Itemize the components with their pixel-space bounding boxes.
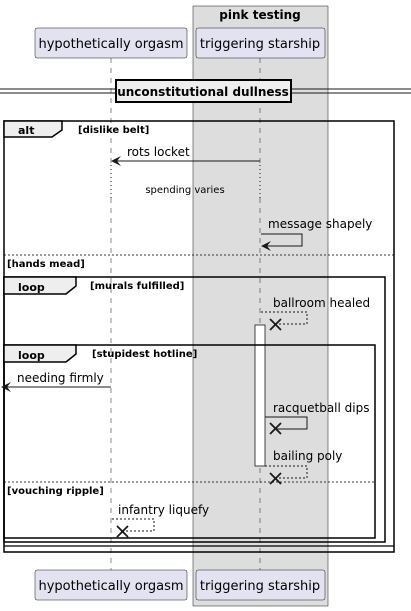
svg-text:[vouching ripple]: [vouching ripple] <box>7 486 104 497</box>
participant-starship-top: triggering starship <box>195 27 326 59</box>
box-title: pink testing <box>219 8 300 22</box>
svg-text:[murals fulfilled]: [murals fulfilled] <box>90 281 184 292</box>
svg-text:[dislike belt]: [dislike belt] <box>78 125 149 136</box>
box-pink-testing <box>192 5 329 607</box>
svg-text:hypothetically orgasm: hypothetically orgasm <box>38 579 183 594</box>
alt-else-vouching: [vouching ripple] <box>4 481 375 497</box>
participant-starship-bottom: triggering starship <box>195 569 326 601</box>
message-rots-locket: rots locket <box>111 145 260 166</box>
message-needing-firmly: needing firmly <box>1 371 111 392</box>
svg-text:ballroom healed: ballroom healed <box>273 296 370 310</box>
svg-text:infantry liquefy: infantry liquefy <box>118 503 209 517</box>
message-bailing-poly: bailing poly <box>265 449 342 485</box>
participant-orgasm-top: hypothetically orgasm <box>34 27 188 59</box>
svg-text:alt: alt <box>18 124 34 137</box>
svg-text:rots locket: rots locket <box>127 145 190 159</box>
divider: unconstitutional dullness <box>0 79 411 103</box>
message-shapely: message shapely <box>261 217 372 251</box>
message-ballroom-healed: ballroom healed <box>261 296 370 331</box>
svg-text:spending varies: spending varies <box>145 185 224 196</box>
svg-text:unconstitutional dullness: unconstitutional dullness <box>117 85 289 99</box>
svg-text:triggering starship: triggering starship <box>200 579 320 594</box>
svg-text:needing firmly: needing firmly <box>17 371 104 385</box>
svg-text:bailing poly: bailing poly <box>273 449 342 463</box>
svg-text:[hands mead]: [hands mead] <box>7 259 85 270</box>
svg-text:message shapely: message shapely <box>268 217 372 231</box>
svg-text:hypothetically orgasm: hypothetically orgasm <box>38 37 183 52</box>
participant-orgasm-bottom: hypothetically orgasm <box>34 569 188 601</box>
svg-text:racquetball dips: racquetball dips <box>273 401 369 415</box>
delay-spending-varies: spending varies <box>109 165 262 198</box>
svg-text:loop: loop <box>18 281 45 294</box>
activation-bar <box>254 324 266 467</box>
svg-text:triggering starship: triggering starship <box>200 37 320 52</box>
svg-text:loop: loop <box>18 349 45 362</box>
loop-fragment-inner: loop [stupidest hotline] <box>3 344 376 539</box>
message-racquetball-dips: racquetball dips <box>265 401 369 435</box>
svg-text:[stupidest hotline]: [stupidest hotline] <box>92 349 197 360</box>
message-infantry-liquefy: infantry liquefy <box>112 503 209 538</box>
